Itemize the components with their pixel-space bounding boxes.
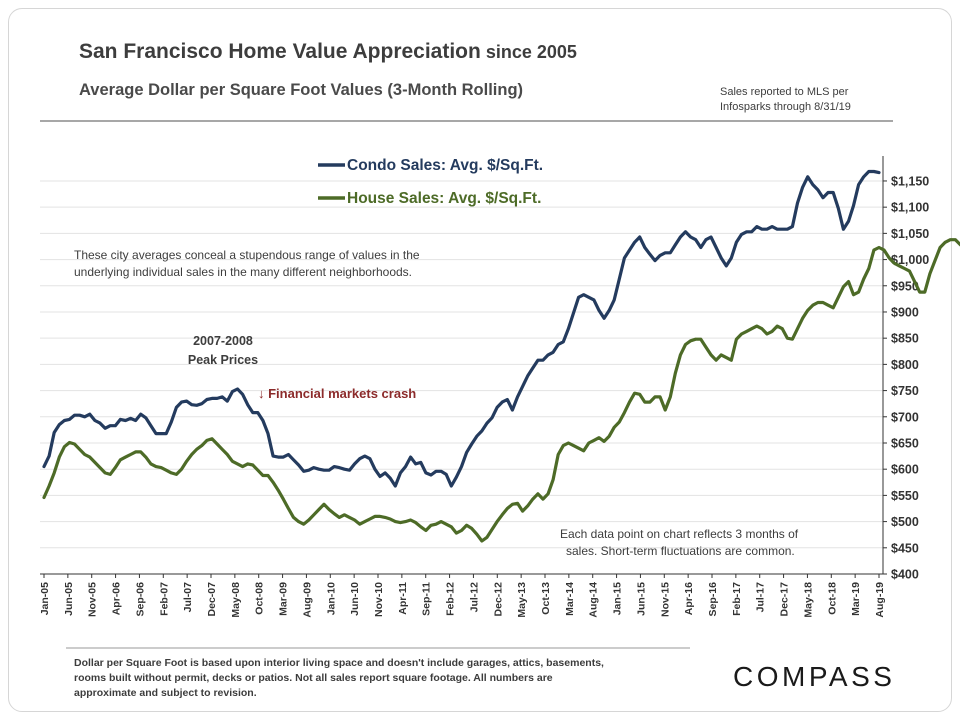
y-tick-label: $950 [891,279,919,293]
peak-note-line-2: Peak Prices [188,353,258,367]
y-tick-label: $650 [891,436,919,450]
x-tick-label: Apr-11 [397,582,409,615]
compass-logo: COMPASS [733,661,895,692]
x-tick-label: Jun-15 [635,582,647,616]
y-tick-label: $1,100 [891,201,929,215]
fluctuation-note-line-2: sales. Short-term fluctuations are commo… [566,544,795,558]
footnote-line-2: rooms built without permit, decks or pat… [74,672,553,684]
x-tick-label: Nov-05 [87,582,99,617]
x-tick-label: Jan-10 [325,582,337,615]
y-tick-label: $400 [891,568,919,582]
y-tick-label: $900 [891,305,919,319]
x-tick-label: Mar-19 [850,582,862,616]
x-tick-label: Nov-10 [373,582,385,617]
gridlines [40,180,883,549]
legend-condo-label: Condo Sales: Avg. $/Sq.Ft. [347,157,543,174]
x-tick-label: Oct-08 [254,582,266,615]
legend-house-label: House Sales: Avg. $/Sq.Ft. [347,190,541,207]
source-note-line-1: Sales reported to MLS per [720,86,849,98]
x-tick-label: Apr-06 [111,582,123,615]
x-tick-label: Apr-16 [683,582,695,615]
chart-subtitle: Average Dollar per Square Foot Values (3… [79,81,523,99]
y-tick-label: $550 [891,489,919,503]
x-tick-label: Jul-07 [182,582,194,613]
condo-series-line [42,169,881,488]
y-tick-label: $750 [891,384,919,398]
legend: Condo Sales: Avg. $/Sq.Ft. House Sales: … [318,157,543,207]
x-tick-label: Jun-05 [63,582,75,616]
y-tick-label: $500 [891,515,919,529]
y-tick-label: $1,150 [891,174,929,188]
y-tick-label: $600 [891,463,919,477]
crash-annotation: ↓ Financial markets crash [258,386,416,401]
x-tick-label: Oct-18 [826,582,838,615]
fluctuation-note-line-1: Each data point on chart reflects 3 mont… [560,527,799,541]
x-tick-label: Dec-17 [779,582,791,617]
x-tick-label: Jun-10 [349,582,361,616]
x-tick-label: Dec-07 [206,582,218,617]
x-tick-label: Feb-12 [445,582,457,616]
chart-title: San Francisco Home Value Appreciation sin… [79,40,577,63]
x-tick-label: May-08 [230,582,242,618]
x-tick-label: Sep-16 [707,582,719,617]
x-tick-label: Aug-09 [301,582,313,618]
y-tick-label: $1,050 [891,227,929,241]
x-tick-label: Mar-09 [278,582,290,616]
x-tick-label: Jul-12 [468,582,480,613]
x-tick-label: Aug-19 [874,582,886,618]
footnote-line-3: approximate and subject to revision. [74,687,257,699]
x-tick-label: Nov-15 [659,582,671,617]
x-tick-label: May-13 [516,582,528,618]
x-tick-label: Sep-11 [421,582,433,616]
source-note-line-2: Infosparks through 8/31/19 [720,101,851,113]
slide-frame [8,8,952,712]
y-tick-label: $850 [891,332,919,346]
house-series-line [42,238,960,543]
x-tick-label: Sep-06 [134,582,146,617]
range-note-line-2: underlying individual sales in the many … [74,265,412,279]
x-tick-label: May-18 [802,582,814,618]
series-lines [42,169,960,543]
y-tick-label: $1,000 [891,253,929,267]
peak-note-line-1: 2007-2008 [193,334,253,348]
y-tick-label: $800 [891,358,919,372]
x-tick-label: Mar-14 [564,582,576,616]
y-tick-label: $450 [891,541,919,555]
x-tick-label: Jul-17 [755,582,767,613]
x-tick-label: Jan-05 [39,582,51,615]
x-tick-label: Feb-17 [731,582,743,616]
footnote-line-1: Dollar per Square Foot is based upon int… [74,657,604,669]
x-axis: Jan-05 Jun-05 Nov-05 Apr-06 Sep-06 Feb-07 Jul-… [39,573,886,618]
y-tick-label: $700 [891,410,919,424]
x-tick-label: Oct-13 [540,582,552,615]
x-tick-label: Dec-12 [492,582,504,617]
x-tick-label: Feb-07 [158,582,170,616]
x-tick-label: Aug-14 [588,582,600,618]
y-axis-ticks: $400 $450 $500 $550 $600 $650 $700 $750 $800 $850… [882,156,929,582]
range-note-line-1: These city averages conceal a stupendous… [74,248,420,262]
x-tick-label: Jan-15 [612,582,624,615]
